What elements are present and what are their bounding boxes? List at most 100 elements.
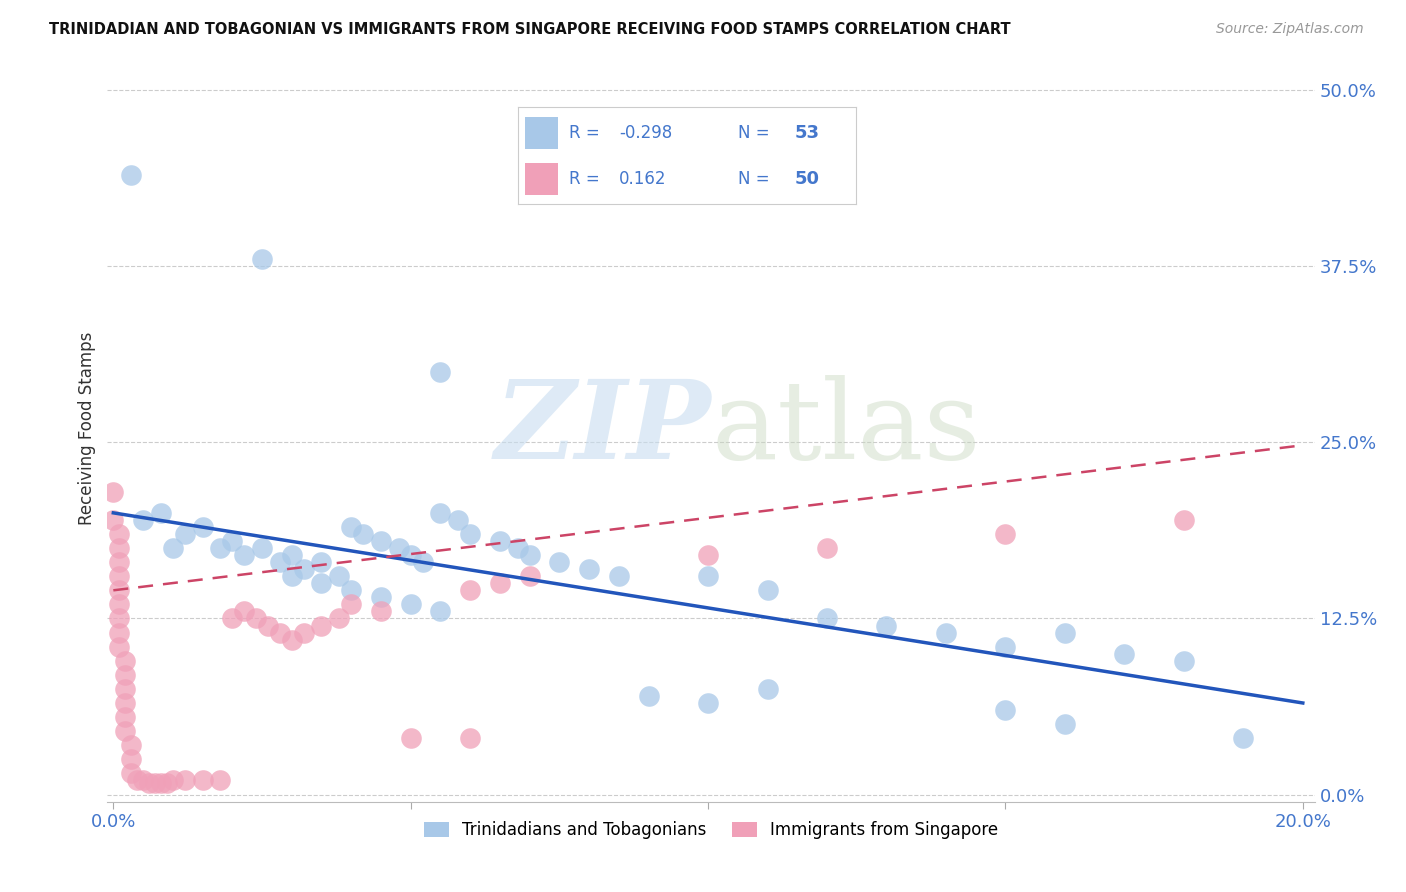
Point bbox=[311, 576, 333, 591]
Point bbox=[1114, 647, 1136, 661]
Point bbox=[756, 681, 779, 696]
Point bbox=[281, 632, 304, 647]
Point bbox=[108, 541, 131, 555]
Point bbox=[1053, 717, 1076, 731]
Point bbox=[132, 513, 155, 527]
Point bbox=[578, 562, 600, 576]
Point bbox=[429, 365, 451, 379]
Point bbox=[114, 681, 136, 696]
Point bbox=[132, 773, 155, 788]
Point bbox=[370, 591, 392, 605]
Text: Source: ZipAtlas.com: Source: ZipAtlas.com bbox=[1216, 22, 1364, 37]
Point bbox=[697, 548, 720, 562]
Point bbox=[292, 625, 315, 640]
Point bbox=[108, 569, 131, 583]
Point bbox=[162, 541, 184, 555]
Point bbox=[399, 548, 422, 562]
Point bbox=[994, 640, 1017, 654]
Text: atlas: atlas bbox=[711, 375, 980, 482]
Point bbox=[114, 696, 136, 710]
Point bbox=[519, 548, 541, 562]
Point bbox=[269, 555, 291, 569]
Point bbox=[120, 738, 142, 752]
Point bbox=[311, 555, 333, 569]
Point bbox=[191, 520, 214, 534]
Point bbox=[127, 773, 149, 788]
Point bbox=[429, 506, 451, 520]
Point bbox=[340, 583, 363, 598]
Point bbox=[447, 513, 470, 527]
Point bbox=[209, 541, 232, 555]
Point bbox=[815, 541, 838, 555]
Point bbox=[412, 555, 434, 569]
Point bbox=[399, 598, 422, 612]
Legend: Trinidadians and Tobagonians, Immigrants from Singapore: Trinidadians and Tobagonians, Immigrants… bbox=[418, 814, 1005, 846]
Point bbox=[756, 583, 779, 598]
Point bbox=[935, 625, 957, 640]
Point bbox=[257, 618, 280, 632]
Point bbox=[458, 731, 481, 746]
Point bbox=[149, 776, 172, 790]
Point bbox=[149, 506, 172, 520]
Point bbox=[191, 773, 214, 788]
Point bbox=[156, 776, 179, 790]
Point bbox=[114, 654, 136, 668]
Point bbox=[607, 569, 630, 583]
Point bbox=[697, 569, 720, 583]
Point bbox=[221, 611, 243, 625]
Point bbox=[108, 611, 131, 625]
Point bbox=[311, 618, 333, 632]
Point bbox=[233, 548, 256, 562]
Text: ZIP: ZIP bbox=[495, 375, 711, 482]
Point bbox=[250, 252, 273, 267]
Point bbox=[1053, 625, 1076, 640]
Point bbox=[328, 611, 350, 625]
Point bbox=[815, 611, 838, 625]
Point bbox=[114, 668, 136, 682]
Point bbox=[548, 555, 571, 569]
Point bbox=[108, 598, 131, 612]
Point bbox=[233, 604, 256, 618]
Point bbox=[120, 766, 142, 780]
Point bbox=[162, 773, 184, 788]
Text: TRINIDADIAN AND TOBAGONIAN VS IMMIGRANTS FROM SINGAPORE RECEIVING FOOD STAMPS CO: TRINIDADIAN AND TOBAGONIAN VS IMMIGRANTS… bbox=[49, 22, 1011, 37]
Point bbox=[458, 583, 481, 598]
Point bbox=[489, 576, 512, 591]
Point bbox=[429, 604, 451, 618]
Point bbox=[292, 562, 315, 576]
Point bbox=[221, 534, 243, 549]
Point bbox=[506, 541, 529, 555]
Point bbox=[108, 625, 131, 640]
Point bbox=[250, 541, 273, 555]
Point bbox=[173, 527, 195, 541]
Point bbox=[876, 618, 898, 632]
Point bbox=[138, 776, 160, 790]
Y-axis label: Receiving Food Stamps: Receiving Food Stamps bbox=[79, 332, 96, 525]
Point bbox=[519, 569, 541, 583]
Point bbox=[340, 598, 363, 612]
Point bbox=[340, 520, 363, 534]
Point bbox=[399, 731, 422, 746]
Point bbox=[1173, 654, 1195, 668]
Point bbox=[388, 541, 411, 555]
Point bbox=[143, 776, 166, 790]
Point bbox=[108, 640, 131, 654]
Point bbox=[370, 534, 392, 549]
Point bbox=[108, 527, 131, 541]
Point bbox=[281, 548, 304, 562]
Point bbox=[994, 527, 1017, 541]
Point bbox=[209, 773, 232, 788]
Point bbox=[245, 611, 267, 625]
Point bbox=[370, 604, 392, 618]
Point bbox=[103, 513, 125, 527]
Point bbox=[108, 583, 131, 598]
Point bbox=[114, 724, 136, 739]
Point bbox=[1173, 513, 1195, 527]
Point bbox=[173, 773, 195, 788]
Point bbox=[352, 527, 374, 541]
Point bbox=[103, 484, 125, 499]
Point bbox=[108, 555, 131, 569]
Point bbox=[458, 527, 481, 541]
Point bbox=[328, 569, 350, 583]
Point bbox=[994, 703, 1017, 717]
